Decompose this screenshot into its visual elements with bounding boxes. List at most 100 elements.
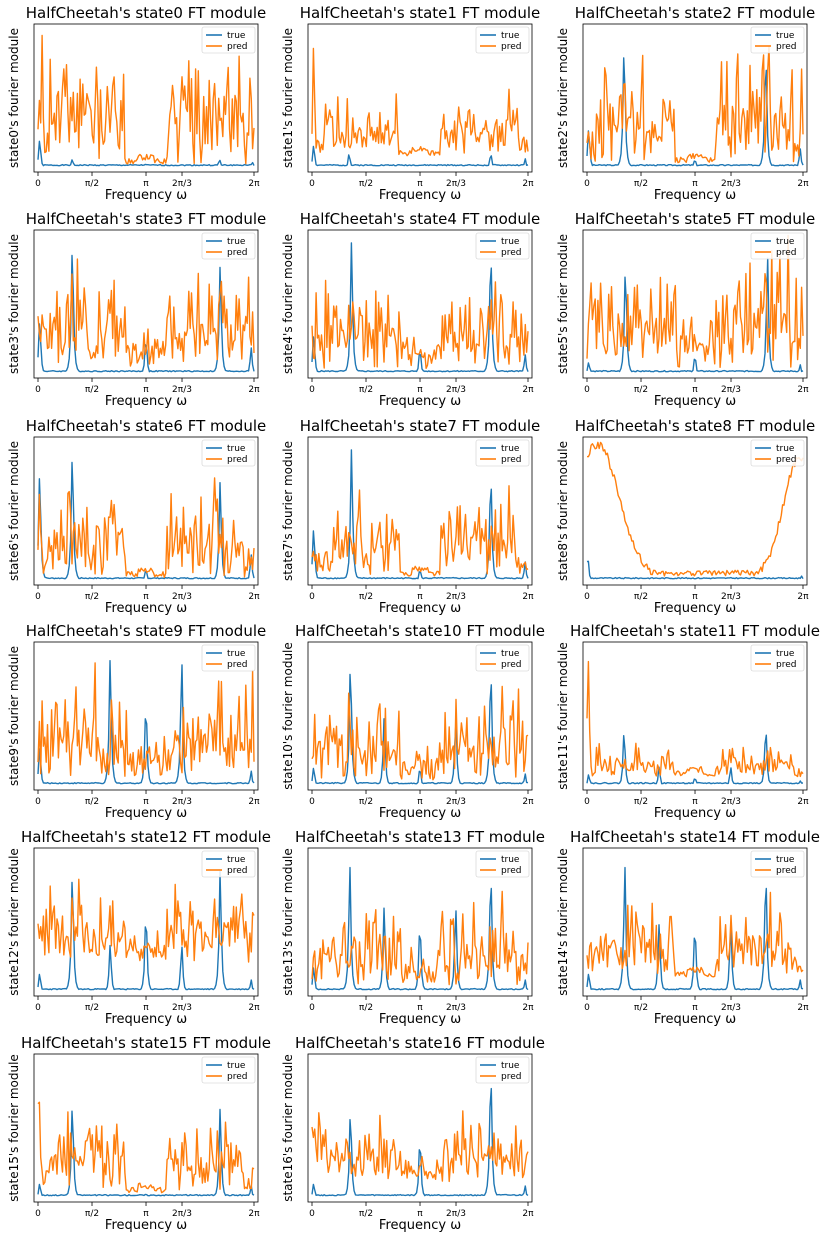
chart-panel-13: HalfCheetah's state13 FT module 0 π/2 π 2π/3… [281, 828, 545, 1027]
legend-label-true: true [501, 444, 520, 454]
y-axis-label: state2's fourier module [556, 28, 570, 168]
legend-label-true: true [227, 649, 246, 659]
x-tick-label: 0 [35, 385, 41, 395]
x-tick-label: π [143, 385, 149, 395]
x-tick-label: 2π [248, 1003, 260, 1013]
x-tick-label: 2π/3 [721, 1003, 741, 1013]
x-tick-label: 0 [35, 592, 41, 602]
legend-label-pred: pred [501, 42, 521, 52]
chart-title: HalfCheetah's state10 FT module [295, 622, 545, 640]
x-tick-label: π/2 [85, 385, 99, 395]
x-tick-label: π/2 [85, 1003, 99, 1013]
chart-title: HalfCheetah's state15 FT module [21, 1034, 271, 1052]
series-line-pred [311, 279, 529, 369]
series-line-true [586, 560, 804, 580]
legend-label-true: true [776, 649, 795, 659]
x-tick-label: π/2 [634, 385, 648, 395]
series-line-pred [586, 660, 804, 778]
x-tick-label: 2π/3 [172, 592, 192, 602]
y-axis-label: state6's fourier module [7, 441, 21, 581]
x-tick-label: 0 [309, 385, 315, 395]
x-axis-label: Frequency ω [379, 188, 461, 203]
legend-label-pred: pred [776, 866, 796, 876]
x-axis-label: Frequency ω [654, 188, 736, 203]
x-tick-label: 0 [35, 1003, 41, 1013]
legend-label-true: true [227, 237, 246, 247]
series-line-pred [311, 1110, 529, 1183]
series-line-true [586, 866, 804, 991]
x-tick-label: π [417, 1003, 423, 1013]
chart-panel-1: HalfCheetah's state1 FT module 0 π/2 π 2π/3 2… [281, 4, 540, 203]
x-tick-label: π [143, 1003, 149, 1013]
y-axis-label: state12's fourier module [7, 848, 21, 996]
legend-label-true: true [501, 31, 520, 41]
x-tick-label: 2π [522, 1003, 534, 1013]
x-tick-label: 2π [248, 797, 260, 807]
x-tick-label: π/2 [359, 385, 373, 395]
x-tick-label: 2π [248, 179, 260, 189]
y-axis-label: state1's fourier module [281, 28, 295, 168]
x-tick-label: 0 [584, 385, 590, 395]
y-axis-label: state10's fourier module [281, 642, 295, 790]
x-tick-label: π/2 [634, 1003, 648, 1013]
x-tick-label: 0 [584, 179, 590, 189]
legend-label-pred: pred [501, 248, 521, 258]
x-axis-label: Frequency ω [105, 806, 187, 821]
x-axis-label: Frequency ω [105, 1218, 187, 1233]
x-tick-label: π [417, 179, 423, 189]
y-axis-label: state7's fourier module [281, 441, 295, 581]
chart-title: HalfCheetah's state6 FT module [26, 417, 266, 435]
legend-label-pred: pred [227, 248, 247, 258]
x-tick-label: 2π/3 [172, 1209, 192, 1219]
x-tick-label: π [692, 385, 698, 395]
chart-panel-12: HalfCheetah's state12 FT module 0 π/2 π 2π/3… [7, 828, 271, 1027]
chart-title: HalfCheetah's state8 FT module [575, 417, 815, 435]
x-tick-label: 2π/3 [721, 797, 741, 807]
series-line-true [311, 145, 529, 167]
y-axis-label: state16's fourier module [281, 1054, 295, 1202]
series-line-pred [37, 34, 255, 165]
x-tick-label: π/2 [359, 1209, 373, 1219]
legend-label-true: true [227, 1061, 246, 1071]
legend-label-pred: pred [501, 866, 521, 876]
y-axis-label: state13's fourier module [281, 848, 295, 996]
series-line-pred [586, 234, 804, 368]
legend-label-pred: pred [227, 455, 247, 465]
x-tick-label: π/2 [85, 797, 99, 807]
x-tick-label: 2π [797, 592, 809, 602]
x-tick-label: 0 [309, 179, 315, 189]
chart-panel-2: HalfCheetah's state2 FT module 0 π/2 π 2π/3 2… [556, 4, 815, 203]
x-axis-label: Frequency ω [654, 1012, 736, 1027]
chart-panel-8: HalfCheetah's state8 FT module 0 π/2 π 2π/3 2… [556, 417, 815, 616]
series-line-pred [311, 685, 529, 781]
x-tick-label: 2π/3 [446, 1003, 466, 1013]
x-tick-label: π [143, 179, 149, 189]
chart-panel-10: HalfCheetah's state10 FT module 0 π/2 π 2π/3… [281, 622, 545, 821]
chart-panel-4: HalfCheetah's state4 FT module 0 π/2 π 2π/3 2… [281, 210, 540, 409]
legend-label-pred: pred [501, 455, 521, 465]
x-tick-label: 0 [35, 179, 41, 189]
series-line-pred [586, 45, 804, 164]
chart-panel-14: HalfCheetah's state14 FT module 0 π/2 π 2π/3… [556, 828, 820, 1027]
series-line-pred [37, 878, 255, 963]
chart-title: HalfCheetah's state9 FT module [26, 622, 266, 640]
chart-panel-3: HalfCheetah's state3 FT module 0 π/2 π 2π/3 2… [7, 210, 266, 409]
chart-title: HalfCheetah's state14 FT module [570, 828, 820, 846]
x-tick-label: 2π/3 [721, 385, 741, 395]
legend-label-true: true [227, 855, 246, 865]
x-axis-label: Frequency ω [379, 601, 461, 616]
legend-label-true: true [776, 237, 795, 247]
x-tick-label: 0 [584, 592, 590, 602]
chart-title: HalfCheetah's state0 FT module [26, 4, 266, 22]
x-tick-label: π/2 [85, 179, 99, 189]
chart-title: HalfCheetah's state3 FT module [26, 210, 266, 228]
x-tick-label: π/2 [359, 1003, 373, 1013]
x-tick-label: 2π/3 [446, 797, 466, 807]
x-tick-label: 0 [309, 1209, 315, 1219]
x-tick-label: 2π/3 [172, 797, 192, 807]
chart-title: HalfCheetah's state7 FT module [300, 417, 540, 435]
x-tick-label: 0 [35, 1209, 41, 1219]
x-axis-label: Frequency ω [105, 394, 187, 409]
series-line-pred [586, 891, 804, 978]
chart-title: HalfCheetah's state4 FT module [300, 210, 540, 228]
